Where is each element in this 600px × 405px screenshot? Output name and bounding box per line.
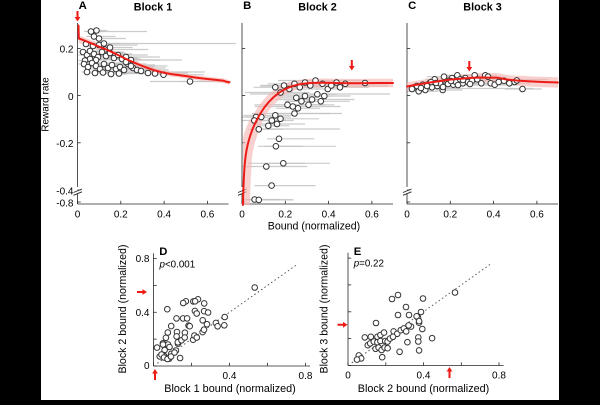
svg-text:0.4: 0.4: [136, 308, 150, 319]
svg-text:0.4: 0.4: [157, 210, 171, 221]
svg-text:A: A: [79, 0, 87, 12]
svg-text:C: C: [408, 0, 416, 12]
svg-text:0: 0: [345, 371, 351, 382]
svg-text:0: 0: [75, 210, 81, 221]
svg-text:-0.4: -0.4: [56, 186, 74, 197]
svg-text:0.6: 0.6: [200, 210, 214, 221]
svg-text:0.4: 0.4: [322, 210, 336, 221]
svg-text:0: 0: [404, 210, 410, 221]
svg-text:-0.2: -0.2: [56, 139, 74, 150]
svg-text:D: D: [159, 246, 167, 258]
svg-text:p=0.22: p=0.22: [353, 259, 384, 270]
svg-text:0.2: 0.2: [443, 210, 457, 221]
svg-text:0.4: 0.4: [487, 210, 501, 221]
svg-text:Block 1 bound (normalized): Block 1 bound (normalized): [164, 383, 295, 395]
svg-text:Block 1: Block 1: [134, 2, 172, 14]
svg-text:Block 2: Block 2: [298, 2, 336, 14]
svg-text:0.2: 0.2: [278, 210, 292, 221]
svg-text:0.4: 0.4: [417, 371, 431, 382]
svg-text:0: 0: [239, 210, 245, 221]
svg-text:B: B: [243, 0, 251, 12]
svg-text:Block 3 bound (normalized): Block 3 bound (normalized): [319, 245, 331, 374]
svg-text:Block 2 bound (normalized): Block 2 bound (normalized): [117, 245, 129, 374]
svg-text:Reward rate: Reward rate: [41, 77, 52, 132]
svg-text:-0.8: -0.8: [56, 198, 74, 209]
svg-text:0.8: 0.8: [136, 254, 150, 265]
svg-text:0: 0: [144, 361, 150, 372]
svg-text:0.4: 0.4: [223, 371, 237, 382]
svg-text:0: 0: [68, 92, 74, 103]
svg-text:Bound (normalized): Bound (normalized): [268, 221, 360, 233]
svg-text:Block 2 bound (normalized): Block 2 bound (normalized): [358, 383, 489, 395]
svg-text:0.2: 0.2: [60, 45, 74, 56]
svg-text:0.8: 0.8: [299, 371, 313, 382]
svg-text:0.6: 0.6: [530, 210, 544, 221]
svg-text:Block 3: Block 3: [463, 2, 501, 14]
svg-text:0.2: 0.2: [114, 210, 128, 221]
svg-text:0.6: 0.6: [365, 210, 379, 221]
svg-text:E: E: [354, 246, 362, 258]
svg-text:p<0.001: p<0.001: [159, 260, 196, 271]
svg-text:0.8: 0.8: [492, 371, 506, 382]
